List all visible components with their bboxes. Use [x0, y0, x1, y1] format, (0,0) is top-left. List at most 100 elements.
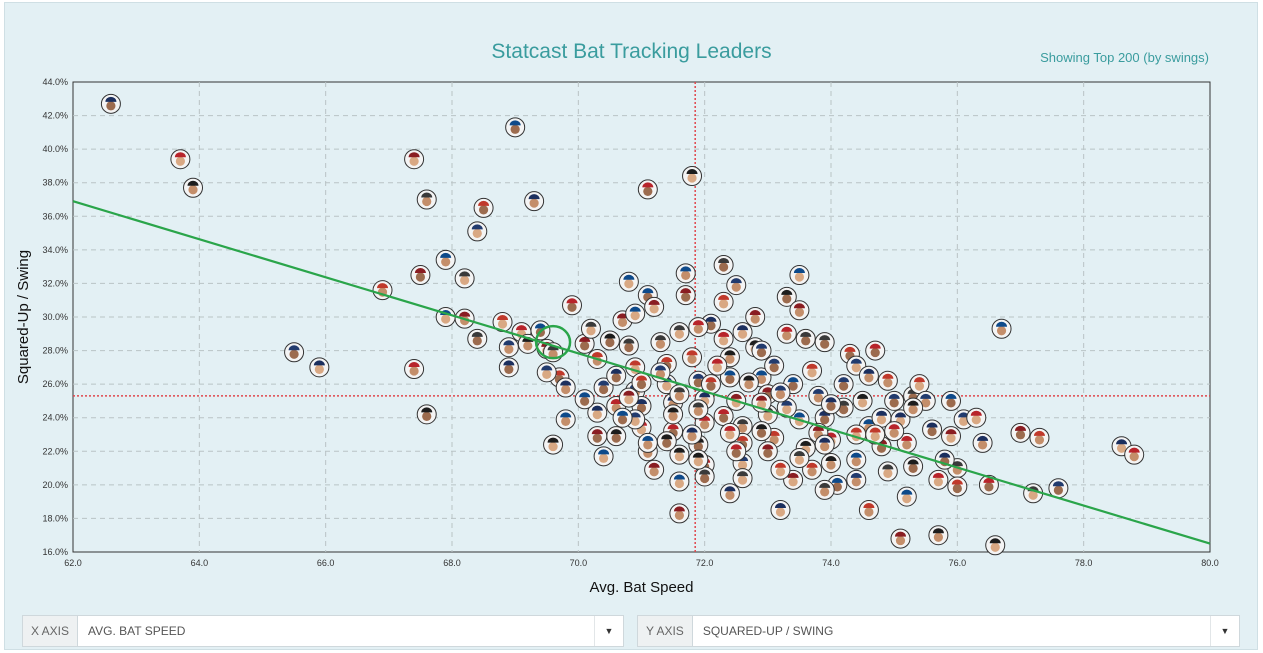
- player-point[interactable]: [814, 332, 835, 353]
- x-axis-select[interactable]: X AXIS AVG. BAT SPEED ▼: [22, 615, 624, 647]
- player-point[interactable]: [574, 389, 595, 410]
- player-point[interactable]: [789, 265, 810, 286]
- player-point[interactable]: [454, 268, 475, 289]
- player-point[interactable]: [1029, 427, 1050, 448]
- player-point[interactable]: [719, 422, 740, 443]
- player-point[interactable]: [764, 355, 785, 376]
- player-point[interactable]: [700, 374, 721, 395]
- player-point[interactable]: [669, 503, 690, 524]
- player-point[interactable]: [404, 149, 425, 170]
- player-point[interactable]: [732, 468, 753, 489]
- player-point[interactable]: [669, 322, 690, 343]
- player-point[interactable]: [726, 275, 747, 296]
- player-point[interactable]: [644, 296, 665, 317]
- y-axis-select[interactable]: Y AXIS SQUARED-UP / SWING ▼: [637, 615, 1240, 647]
- player-point[interactable]: [903, 456, 924, 477]
- player-point[interactable]: [719, 367, 740, 388]
- player-point[interactable]: [498, 357, 519, 378]
- player-point[interactable]: [821, 453, 841, 474]
- player-point[interactable]: [505, 117, 526, 138]
- player-point[interactable]: [776, 286, 797, 307]
- player-point[interactable]: [1010, 422, 1031, 443]
- player-point[interactable]: [890, 528, 911, 549]
- player-point[interactable]: [170, 149, 191, 170]
- player-point[interactable]: [877, 461, 898, 482]
- player-point[interactable]: [416, 189, 437, 210]
- player-point[interactable]: [574, 333, 595, 354]
- player-point[interactable]: [966, 407, 987, 428]
- player-point[interactable]: [688, 449, 709, 470]
- player-point[interactable]: [770, 459, 791, 480]
- player-point[interactable]: [858, 500, 879, 521]
- player-point[interactable]: [404, 359, 425, 380]
- player-point[interactable]: [776, 323, 797, 344]
- player-point[interactable]: [580, 318, 601, 339]
- player-point[interactable]: [656, 431, 677, 452]
- chevron-down-icon[interactable]: ▼: [594, 616, 623, 646]
- player-point[interactable]: [100, 93, 121, 114]
- player-point[interactable]: [884, 390, 905, 411]
- player-point[interactable]: [852, 390, 873, 411]
- player-point[interactable]: [814, 479, 835, 500]
- player-point[interactable]: [637, 179, 658, 200]
- player-point[interactable]: [928, 525, 949, 546]
- player-point[interactable]: [909, 374, 930, 395]
- player-point[interactable]: [688, 317, 709, 338]
- player-point[interactable]: [858, 365, 879, 386]
- player-point[interactable]: [644, 459, 665, 480]
- player-point[interactable]: [669, 444, 690, 465]
- player-point[interactable]: [802, 360, 823, 381]
- player-point[interactable]: [928, 469, 949, 490]
- scatter-plot[interactable]: 62.0 64.0 66.0 68.0 70.0 72.0 74.0 76.0 78.0 80.0…: [0, 0, 1263, 610]
- player-point[interactable]: [738, 372, 759, 393]
- player-point[interactable]: [865, 340, 886, 361]
- player-point[interactable]: [1048, 478, 1069, 499]
- player-point[interactable]: [669, 384, 690, 405]
- player-point[interactable]: [675, 285, 696, 306]
- player-point[interactable]: [467, 328, 488, 349]
- player-point[interactable]: [1124, 444, 1145, 465]
- player-point[interactable]: [284, 342, 305, 363]
- player-point[interactable]: [543, 434, 564, 455]
- player-point[interactable]: [713, 254, 734, 275]
- player-point[interactable]: [631, 372, 652, 393]
- player-point[interactable]: [555, 377, 576, 398]
- player-point[interactable]: [972, 432, 993, 453]
- player-point[interactable]: [593, 377, 614, 398]
- player-point[interactable]: [587, 402, 608, 423]
- player-point[interactable]: [991, 318, 1012, 339]
- player-point[interactable]: [467, 221, 488, 242]
- player-point[interactable]: [719, 347, 740, 368]
- player-point[interactable]: [536, 362, 557, 383]
- player-point[interactable]: [795, 437, 816, 458]
- player-point[interactable]: [770, 500, 791, 521]
- player-point[interactable]: [802, 459, 823, 480]
- player-point[interactable]: [435, 249, 456, 270]
- player-point[interactable]: [183, 177, 204, 198]
- player-point[interactable]: [309, 357, 330, 378]
- chevron-down-icon[interactable]: ▼: [1210, 616, 1239, 646]
- player-point[interactable]: [757, 441, 778, 462]
- player-point[interactable]: [410, 265, 431, 286]
- player-point[interactable]: [713, 406, 734, 427]
- player-point[interactable]: [682, 347, 703, 368]
- player-point[interactable]: [789, 448, 810, 468]
- player-point[interactable]: [732, 416, 753, 437]
- player-point[interactable]: [985, 535, 1006, 556]
- player-point[interactable]: [637, 432, 658, 453]
- player-point[interactable]: [947, 476, 968, 497]
- player-point[interactable]: [833, 374, 854, 395]
- player-point[interactable]: [618, 387, 639, 408]
- player-point[interactable]: [821, 394, 841, 415]
- player-point[interactable]: [922, 419, 943, 440]
- player-point[interactable]: [789, 300, 810, 321]
- player-point[interactable]: [682, 424, 703, 445]
- player-point[interactable]: [606, 365, 627, 386]
- player-point[interactable]: [884, 421, 905, 442]
- player-point[interactable]: [492, 312, 513, 333]
- player-point[interactable]: [669, 471, 690, 492]
- player-point[interactable]: [618, 271, 639, 292]
- player-point[interactable]: [751, 340, 772, 361]
- player-point[interactable]: [599, 330, 620, 351]
- player-point[interactable]: [846, 469, 867, 490]
